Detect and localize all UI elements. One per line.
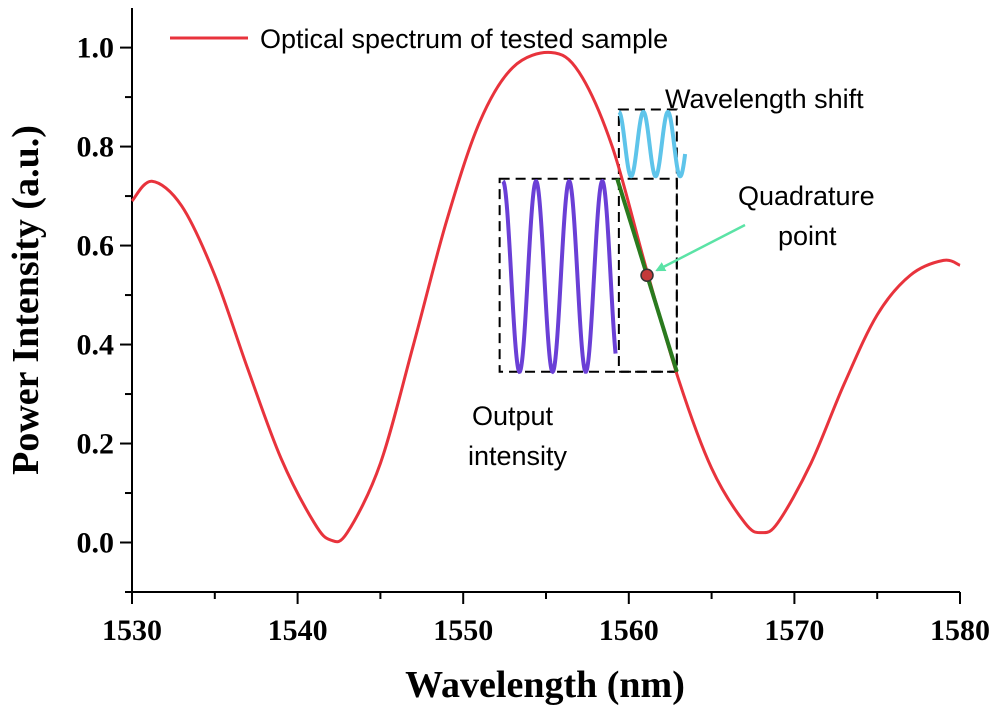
legend-label: Optical spectrum of tested sample — [260, 24, 668, 54]
y-tick-label-0: 0.0 — [77, 527, 115, 560]
y-tick-label-1: 0.2 — [77, 428, 115, 461]
wavelength-shift-wave — [617, 109, 688, 179]
output-intensity-wave — [501, 178, 618, 375]
plot-area: 1530 1540 1550 1560 1570 1580 0.0 0.2 0.4 0.6 0.8 1… — [77, 8, 990, 647]
annotation-intensity: intensity — [468, 441, 568, 471]
x-tick-label-3: 1560 — [599, 614, 659, 647]
quadrature-point — [640, 268, 654, 283]
output-dashed-box — [498, 177, 678, 373]
y-tick-label-4: 0.8 — [77, 131, 115, 164]
x-tick-label-1: 1540 — [268, 614, 328, 647]
x-tick-label-0: 1530 — [102, 614, 162, 647]
x-tick-label-2: 1550 — [433, 614, 493, 647]
y-axis-label: Power Intensity (a.u.) — [5, 125, 47, 475]
x-axis-label: Wavelength (nm) — [405, 664, 685, 706]
annotation-wavelength-shift: Wavelength shift — [665, 84, 864, 114]
spectrum-line — [130, 50, 961, 544]
quadrature-arrow — [655, 223, 746, 272]
annotation-output: Output — [472, 401, 554, 431]
y-tick-label-3: 0.6 — [77, 230, 115, 263]
annotation-point: point — [778, 221, 837, 251]
x-tick-label-4: 1570 — [764, 614, 824, 647]
y-tick-label-2: 0.4 — [77, 329, 115, 362]
x-tick-label-5: 1580 — [930, 614, 990, 647]
y-tick-label-5: 1.0 — [77, 32, 115, 65]
annotation-quadrature: Quadrature — [738, 181, 875, 211]
